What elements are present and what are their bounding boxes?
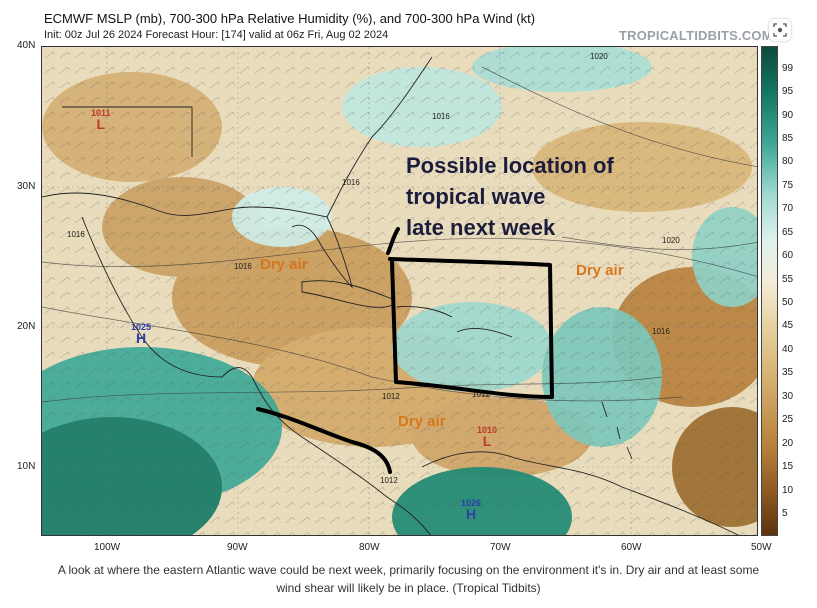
lat-label: 20N: [17, 321, 36, 332]
map-subtitle: Init: 00z Jul 26 2024 Forecast Hour: [17…: [44, 29, 389, 41]
lat-label: 40N: [17, 40, 36, 51]
colorbar-label: 65: [782, 227, 794, 238]
colorbar-label: 75: [782, 180, 794, 191]
colorbar-label: 85: [782, 133, 794, 144]
dry-air-label-east: Dry air: [576, 262, 624, 279]
lat-label: 10N: [17, 461, 36, 472]
coastlines: [42, 56, 739, 535]
isobar-label: 1016: [234, 262, 252, 271]
colorbar-label: 35: [782, 367, 794, 378]
colorbar-label: 20: [782, 438, 794, 449]
colorbar-label: 90: [782, 110, 794, 121]
wave-axis-line: [256, 407, 392, 474]
map-title: ECMWF MSLP (mb), 700-300 hPa Relative Hu…: [44, 11, 536, 26]
brand-watermark: TROPICALTIDBITS.COM: [619, 28, 773, 43]
isobar-label: 1012: [472, 390, 490, 399]
isobar-label: 1016: [67, 230, 85, 239]
isobar-label: 1020: [590, 52, 608, 61]
dry-air-label-south: Dry air: [398, 413, 446, 430]
isobar-label: 1016: [432, 112, 450, 121]
colorbar-label: 70: [782, 203, 794, 214]
visual-search-icon[interactable]: [769, 19, 791, 41]
image-caption: A look at where the eastern Atlantic wav…: [0, 561, 817, 597]
humidity-colorbar: [761, 46, 778, 536]
lon-label: 90W: [227, 542, 248, 553]
colorbar-label: 10: [782, 485, 794, 496]
lon-label: 100W: [94, 542, 121, 553]
low-pressure-center: 1011 L: [91, 108, 111, 132]
caption-line-2: wind shear will likely be in place. (Tro…: [276, 581, 541, 595]
annotation-line-3: late next week: [406, 215, 556, 240]
annotation-line-1: Possible location of: [406, 153, 614, 178]
weather-map: 1016 1016 1016 1016 1012 1012 1020 1020 …: [41, 46, 758, 536]
colorbar-label: 15: [782, 461, 794, 472]
isobar-label: 1012: [380, 476, 398, 485]
isobar-label: 1020: [662, 236, 680, 245]
colorbar-label: 40: [782, 344, 794, 355]
colorbar-label: 45: [782, 320, 794, 331]
colorbar-label: 55: [782, 274, 794, 285]
lon-label: 70W: [490, 542, 511, 553]
caption-line-1: A look at where the eastern Atlantic wav…: [57, 563, 760, 577]
dry-air-label-west: Dry air: [260, 256, 308, 273]
annotation-line-2: tropical wave: [406, 184, 546, 209]
colorbar-label: 30: [782, 391, 794, 402]
colorbar-label: 95: [782, 86, 794, 97]
lon-label: 80W: [359, 542, 380, 553]
colorbar-label: 80: [782, 156, 794, 167]
colorbar-label: 50: [782, 297, 794, 308]
isobar-label: 1012: [382, 392, 400, 401]
isobar-label: 1016: [652, 327, 670, 336]
high-pressure-center: 1025 H: [131, 322, 152, 346]
colorbar-label: 25: [782, 414, 794, 425]
colorbar-label: 5: [782, 508, 788, 519]
tropical-wave-box: [386, 227, 554, 399]
isobar-label: 1016: [342, 178, 360, 187]
high-pressure-center: 1026 H: [461, 498, 482, 522]
colorbar-label: 60: [782, 250, 794, 261]
low-pressure-center: 1010 L: [477, 425, 498, 449]
isobars: [42, 66, 757, 403]
lon-label: 60W: [621, 542, 642, 553]
lat-label: 30N: [17, 181, 36, 192]
colorbar-label: 99: [782, 63, 794, 74]
lon-label: 50W: [751, 542, 772, 553]
